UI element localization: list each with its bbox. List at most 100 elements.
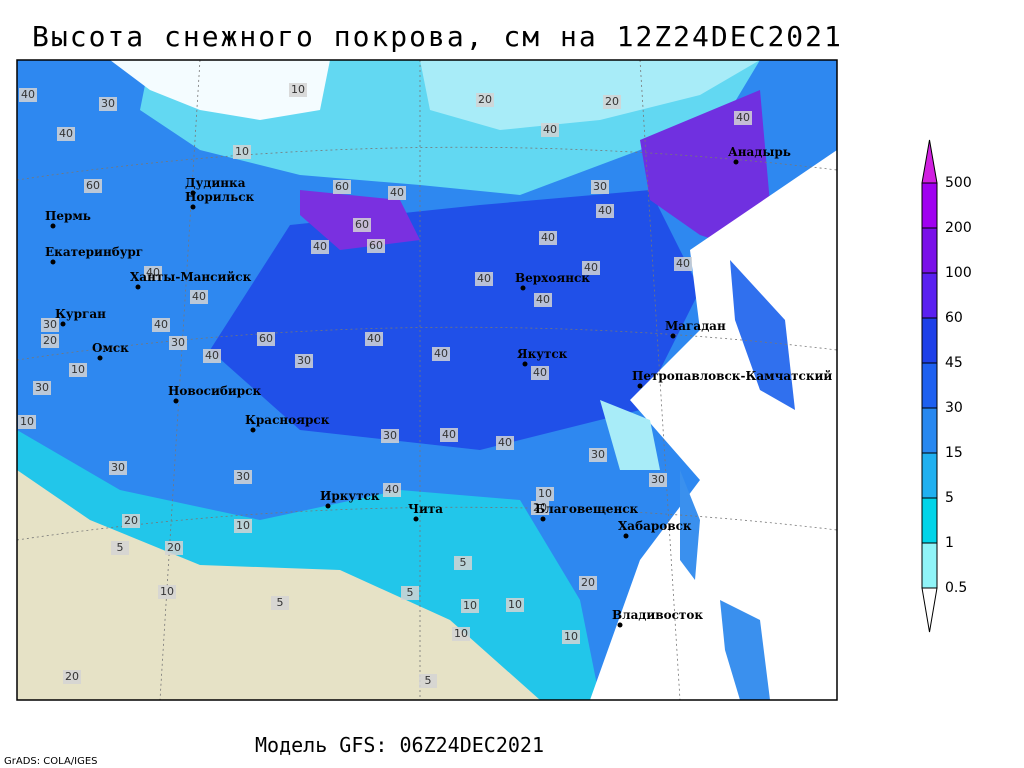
contour-label: 30: [383, 429, 397, 442]
city-dot: [522, 361, 528, 367]
footer-credit: GrADS: COLA/IGES: [4, 756, 98, 767]
city-dot: [733, 159, 739, 165]
contour-label: 20: [533, 501, 547, 514]
kamchatka: [730, 260, 795, 410]
contour-label-box: [734, 111, 752, 125]
city-label: Петропавловск-Камчатский: [632, 369, 832, 383]
contour-label-box: [452, 627, 470, 641]
contour-label: 20: [605, 95, 619, 108]
contour-label: 5: [277, 596, 284, 609]
contour-label-box: [165, 541, 183, 555]
contour-label-box: [41, 334, 59, 348]
contour-label: 40: [442, 428, 456, 441]
pacific: [590, 150, 837, 700]
contour-label: 40: [205, 349, 219, 362]
contour-label: 30: [297, 354, 311, 367]
contour-label: 20: [124, 514, 138, 527]
contour-label: 40: [533, 366, 547, 379]
contour-label-box: [534, 293, 552, 307]
contour-label-box: [257, 332, 275, 346]
contour-label-box: [531, 501, 549, 515]
contour-label-box: [84, 179, 102, 193]
contour-label-box: [158, 585, 176, 599]
contour-label-box: [401, 586, 419, 600]
contour-label: 20: [478, 93, 492, 106]
city-label: Екатеринбург: [45, 245, 143, 259]
colorbar-segment: [921, 542, 938, 589]
contour-label: 5: [460, 556, 467, 569]
contour-label: 60: [355, 218, 369, 231]
contour-label: 40: [146, 266, 160, 279]
city-label: Верхоянск: [515, 271, 590, 285]
contour-label-box: [41, 318, 59, 332]
city-label: Якутск: [517, 347, 568, 361]
contour-label-box: [353, 218, 371, 232]
contour-label: 30: [236, 470, 250, 483]
colorbar-label: 5: [945, 490, 954, 506]
contour-label: 10: [454, 627, 468, 640]
colorbar-segment: [921, 182, 938, 229]
contour-label: 20: [65, 670, 79, 683]
steppe: [17, 470, 540, 700]
city-label: Новосибирск: [168, 384, 261, 398]
city-dot: [617, 622, 623, 628]
colorbar-segment: [921, 497, 938, 544]
contour-label: 60: [369, 239, 383, 252]
city-label: Благовещенск: [535, 502, 639, 516]
colorbar-segment: [921, 317, 938, 364]
city-label: Иркутск: [320, 489, 380, 503]
contour-label: 40: [313, 240, 327, 253]
contour-label-box: [367, 239, 385, 253]
contour-label: 40: [385, 483, 399, 496]
contour-label: 40: [390, 186, 404, 199]
city-label: Хабаровск: [618, 519, 692, 533]
contour-label-box: [432, 347, 450, 361]
contour-label: 10: [463, 599, 477, 612]
contour-label-box: [461, 599, 479, 613]
city-dot: [60, 321, 66, 327]
contour-label: 40: [192, 290, 206, 303]
contour-label: 30: [591, 448, 605, 461]
colorbar-label: 0.5: [945, 580, 967, 596]
contour-label: 40: [536, 293, 550, 306]
contour-label-box: [203, 349, 221, 363]
contour-label: 40: [59, 127, 73, 140]
contour-label: 20: [43, 334, 57, 347]
map-frame: [16, 59, 838, 701]
contour-label: 30: [43, 318, 57, 331]
contour-label-box: [539, 231, 557, 245]
contour-label: 60: [259, 332, 273, 345]
contour-label-box: [333, 180, 351, 194]
contour-label-box: [152, 318, 170, 332]
contour-label-box: [190, 290, 208, 304]
contour-label-box: [388, 186, 406, 200]
contour-label-box: [289, 83, 307, 97]
contour-label-box: [475, 272, 493, 286]
contour-label: 30: [35, 381, 49, 394]
contour-label: 30: [111, 461, 125, 474]
contour-label: 40: [367, 332, 381, 345]
contour-label: 5: [117, 541, 124, 554]
contour-label-box: [383, 483, 401, 497]
colorbar-segment: [921, 272, 938, 319]
contour-label-box: [454, 556, 472, 570]
graticule: [17, 60, 837, 700]
city-label: Курган: [55, 307, 106, 321]
city-dot: [97, 355, 103, 361]
colorbar-segment: [921, 227, 938, 274]
contour-label: 60: [335, 180, 349, 193]
contour-label-box: [649, 473, 667, 487]
colorbar-label: 500: [945, 175, 972, 191]
contour-label: 10: [71, 363, 85, 376]
title: Высота снежного покрова, см на 12Z24DEC2…: [32, 20, 843, 53]
colorbar-label: 100: [945, 265, 972, 281]
contour-label: 5: [425, 674, 432, 687]
contour-label: 20: [581, 576, 595, 589]
city-dot: [623, 533, 629, 539]
colorbar-top: [921, 139, 938, 184]
city-dot: [173, 398, 179, 404]
contour-label: 10: [291, 83, 305, 96]
contour-label-box: [57, 127, 75, 141]
city-label: Ханты-Мансийск: [130, 270, 252, 284]
japan: [720, 600, 770, 700]
